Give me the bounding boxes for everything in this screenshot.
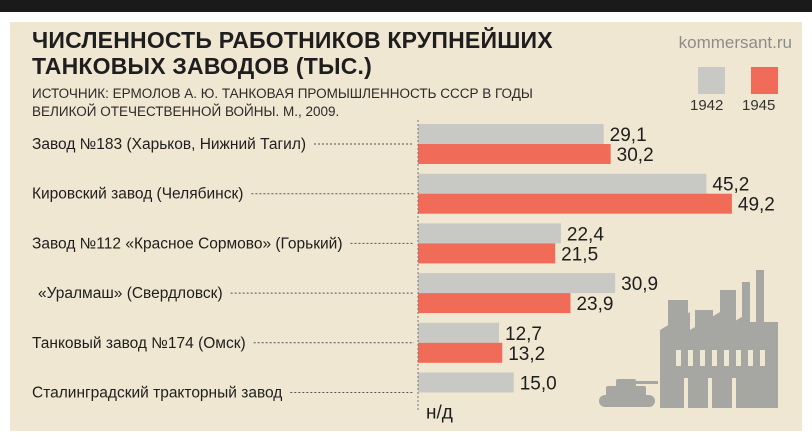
value-label-1942: 29,1 xyxy=(610,125,647,146)
top-bar xyxy=(0,0,812,12)
bar-1942 xyxy=(418,124,604,144)
bar-1945 xyxy=(418,293,571,314)
source-note: ИСТОЧНИК: ЕРМОЛОВ А. Ю. ТАНКОВАЯ ПРОМЫШЛ… xyxy=(32,85,552,121)
value-label-1942: 15,0 xyxy=(520,374,557,395)
source-line-1: ИСТОЧНИК: ЕРМОЛОВ А. Ю. ТАНКОВАЯ ПРОМЫШЛ… xyxy=(32,86,533,101)
bar-1942 xyxy=(418,372,514,393)
value-label-1942: 12,7 xyxy=(505,324,542,345)
category-label: «Уралмаш» (Свердловск) xyxy=(38,285,223,302)
legend-swatch-1945 xyxy=(751,67,778,94)
category-label: Завод №112 «Красное Сормово» (Горький) xyxy=(32,235,342,252)
chart-title: ЧИСЛЕННОСТЬ РАБОТНИКОВ КРУПНЕЙШИХ ТАНКОВ… xyxy=(32,27,553,79)
source-line-2: ВЕЛИКОЙ ОТЕЧЕСТВЕННОЙ ВОЙНЫ. М., 2009. xyxy=(32,104,340,119)
value-label-1945: 30,2 xyxy=(617,145,654,166)
bar-1945 xyxy=(418,193,732,214)
bar-1942 xyxy=(418,322,500,343)
bar-1945 xyxy=(418,342,503,363)
value-label-1945: 49,2 xyxy=(738,195,775,216)
legend-swatch-1942 xyxy=(698,67,725,94)
legend-label-1942: 1942 xyxy=(690,97,724,114)
category-label: Сталинградский тракторный завод xyxy=(32,385,282,402)
bar-1942 xyxy=(418,173,707,194)
bar-1942 xyxy=(418,273,616,294)
value-label-1942: 30,9 xyxy=(621,274,658,295)
value-label-1942: 45,2 xyxy=(712,175,749,196)
value-label-1945: 13,2 xyxy=(508,344,545,365)
category-label: Завод №183 (Харьков, Нижний Тагил) xyxy=(32,136,306,153)
brand-label: kommersant.ru xyxy=(678,33,792,52)
bar-1945 xyxy=(418,144,611,164)
category-label: Танковый завод №174 (Омск) xyxy=(32,335,246,352)
value-label-1945: 21,5 xyxy=(561,244,598,265)
category-label: Кировский завод (Челябинск) xyxy=(32,186,243,203)
value-label-1945: 23,9 xyxy=(576,294,613,315)
value-label-1945: н/д xyxy=(426,403,453,424)
bar-1942 xyxy=(418,223,561,244)
tank-icon xyxy=(599,379,658,407)
value-label-1942: 22,4 xyxy=(567,224,604,245)
legend-label-1945: 1945 xyxy=(742,97,776,114)
factory-icon xyxy=(660,270,778,408)
bar-1945 xyxy=(418,243,556,264)
